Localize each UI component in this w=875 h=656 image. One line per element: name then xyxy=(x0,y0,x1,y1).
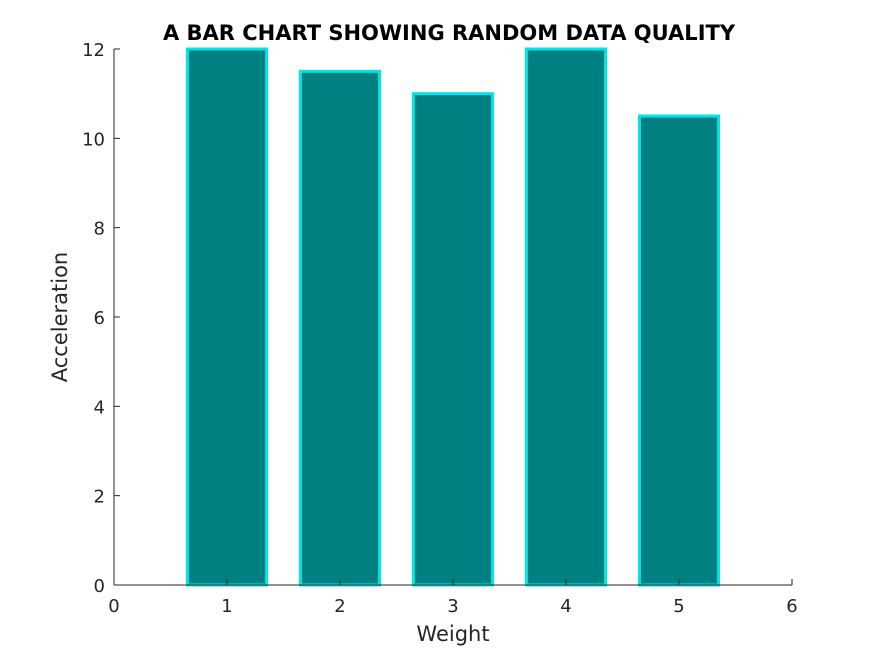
x-tick-label: 2 xyxy=(334,596,345,617)
y-tick-label: 2 xyxy=(94,487,105,508)
y-tick-label: 8 xyxy=(94,219,105,240)
x-tick-label: 0 xyxy=(108,596,119,617)
x-axis-label: Weight xyxy=(416,622,489,646)
bar-1 xyxy=(185,47,269,587)
y-tick-label: 0 xyxy=(94,576,105,597)
y-tick-label: 4 xyxy=(94,397,105,418)
x-axis-ticks: 0 1 2 3 4 5 6 xyxy=(108,579,798,617)
x-tick-label: 5 xyxy=(673,596,684,617)
x-tick-label: 4 xyxy=(560,596,571,617)
y-axis-ticks: 0 2 4 6 8 10 12 xyxy=(82,40,120,597)
bar-2 xyxy=(298,69,382,587)
x-tick-label: 6 xyxy=(786,596,797,617)
x-tick-label: 3 xyxy=(447,596,458,617)
bars xyxy=(185,47,721,587)
bar-3 xyxy=(411,92,495,587)
y-tick-label: 12 xyxy=(82,40,105,61)
bar-5 xyxy=(637,114,721,587)
x-tick-label: 1 xyxy=(221,596,232,617)
chart-title: A BAR CHART SHOWING RANDOM DATA QUALITY xyxy=(163,21,736,45)
y-tick-label: 6 xyxy=(94,308,105,329)
bar-4 xyxy=(524,47,608,587)
y-axis-label: Acceleration xyxy=(48,252,72,383)
y-tick-label: 10 xyxy=(82,129,105,150)
